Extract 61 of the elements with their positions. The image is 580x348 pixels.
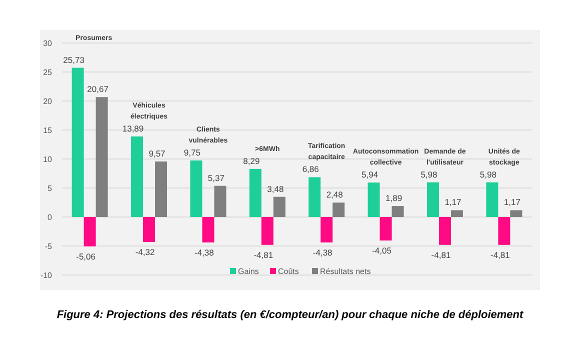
bar [380,217,392,240]
data-label: -4,81 [431,250,451,260]
y-tick-label: -10 [40,271,53,280]
data-label: -4,81 [490,250,510,260]
data-label: 5,37 [208,172,225,183]
bar [332,202,345,217]
bar [498,217,510,245]
data-label: -4,81 [254,250,274,260]
y-tick-label: -5 [44,242,53,251]
y-tick-label: 10 [43,155,53,164]
data-label: 5,98 [420,169,438,180]
data-label: -4,38 [312,247,333,258]
bar [202,217,214,242]
data-label: 6,86 [302,164,320,174]
y-tick-label: 20 [43,97,53,106]
bar [261,217,274,245]
data-label: 5,98 [480,169,497,180]
caption: Figure 4: Projections des résultats (en €/compteur/an) pour chaque niche de déploiement [56,309,525,321]
bar [131,136,144,217]
bar [510,210,522,217]
data-label: 9,75 [184,147,201,158]
bar [143,217,156,242]
data-label: 8,29 [243,156,260,166]
data-label: 20,67 [87,84,109,94]
bar [368,182,380,217]
data-label: 1,89 [386,193,402,204]
bar [438,217,451,245]
y-tick-label: 30 [43,39,53,48]
bar [308,177,321,217]
y-tick-label: 15 [43,126,53,135]
data-label: -5,06 [76,251,96,262]
data-label: 13,89 [122,123,144,134]
data-label: 3,48 [267,184,284,194]
bar [214,186,226,217]
data-label: 1,17 [504,197,521,208]
bar [486,182,498,217]
bar [190,160,202,217]
legend-label: Coûts [278,267,299,276]
bar [426,182,439,217]
data-label: 1,17 [444,197,462,208]
data-label: 25,73 [63,54,85,65]
y-tick-label: 5 [48,184,53,193]
data-label: 5,94 [362,170,378,180]
data-label: -4,38 [194,247,214,258]
bar [155,161,168,217]
y-tick-label: 25 [43,68,53,77]
legend-label: Gains [238,267,259,276]
bar [450,210,463,217]
y-tick-label: 0 [48,213,53,222]
data-label: 2,48 [326,190,344,200]
bar [273,196,286,217]
bar [249,168,262,217]
data-label: -4,05 [372,245,392,256]
data-label: 9,57 [148,148,166,158]
data-label: -4,32 [135,247,155,258]
bar [72,68,84,217]
bar [320,217,333,242]
bar [96,97,108,217]
legend-label: Résultats nets [320,267,371,276]
bar [392,206,404,217]
bar [84,217,96,246]
